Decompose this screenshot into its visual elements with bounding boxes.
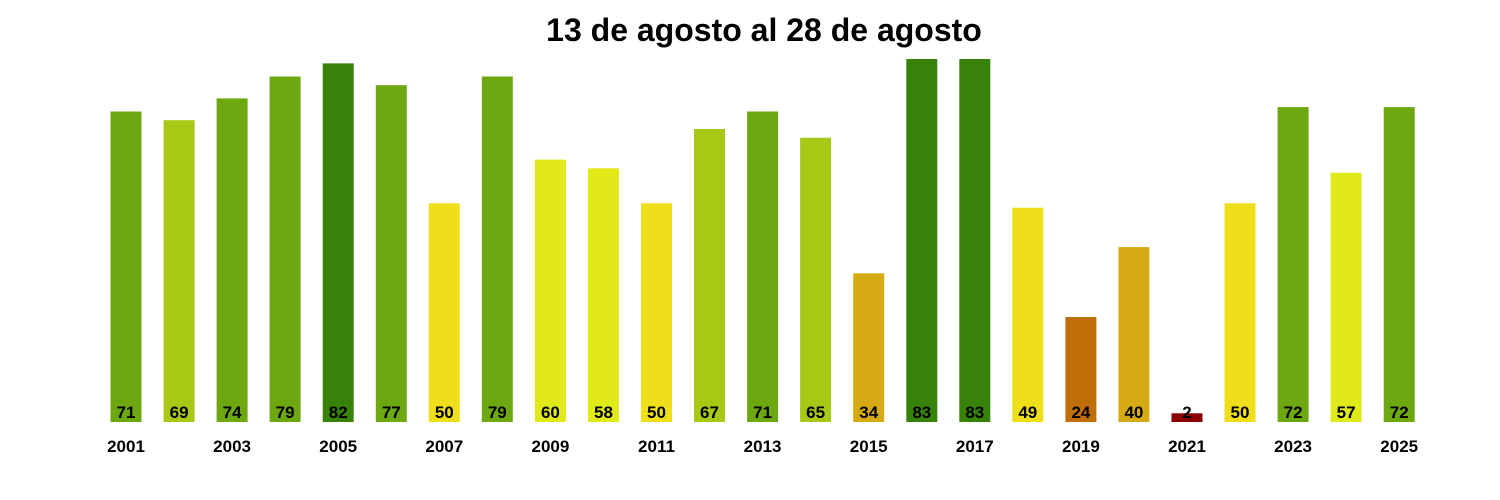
value-label-2020: 40	[1124, 403, 1143, 422]
bar-2004	[269, 76, 301, 422]
value-labels-layer: 71 69 74 79 82 77 50 79 60 58 50 67 71 65 34 83 83 49 24 40…	[117, 403, 1409, 422]
value-label-2024: 57	[1337, 403, 1356, 422]
x-tick-label-2015: 2015	[850, 437, 888, 456]
bar-2012	[694, 129, 725, 422]
value-label-2008: 79	[488, 403, 507, 422]
x-tick-label-2001: 2001	[107, 437, 145, 456]
bar-2016	[906, 59, 938, 422]
value-label-2012: 67	[700, 403, 719, 422]
bar-2015	[853, 273, 885, 422]
value-label-2003: 74	[223, 403, 242, 422]
x-tick-label-2003: 2003	[213, 437, 251, 456]
x-tick-label-2019: 2019	[1062, 437, 1100, 456]
value-label-2011: 50	[647, 403, 666, 422]
value-label-2021: 2	[1182, 403, 1191, 422]
x-tick-label-2007: 2007	[425, 437, 463, 456]
bars-layer	[110, 59, 1415, 423]
bar-2018	[1012, 207, 1044, 422]
value-label-2001: 71	[117, 403, 136, 422]
value-label-2017: 83	[965, 403, 984, 422]
x-tick-label-2011: 2011	[638, 437, 675, 456]
bar-2007	[428, 203, 460, 422]
value-label-2015: 34	[859, 403, 878, 422]
x-tick-label-2009: 2009	[531, 437, 569, 456]
bar-2009	[534, 159, 566, 422]
chart-title: 13 de agosto al 28 de agosto	[546, 12, 982, 48]
x-axis-tick-labels: 2001 2003 2005 2007 2009 2011 2013 2015 2017 2019…	[107, 437, 1418, 456]
value-label-2004: 79	[276, 403, 295, 422]
value-label-2022: 50	[1231, 403, 1250, 422]
x-tick-label-2017: 2017	[956, 437, 994, 456]
bar-2019	[1065, 317, 1097, 422]
bar-2013	[747, 111, 779, 422]
value-label-2016: 83	[912, 403, 931, 422]
value-label-2002: 69	[170, 403, 189, 422]
bar-2021	[1171, 413, 1203, 422]
value-label-2010: 58	[594, 403, 613, 422]
bar-2010	[588, 168, 619, 422]
bar-2014	[800, 137, 832, 422]
bar-2025	[1383, 107, 1415, 422]
value-label-2014: 65	[806, 403, 825, 422]
bar-2023	[1277, 107, 1309, 422]
bar-2006	[375, 85, 407, 422]
bar-2011	[641, 203, 672, 422]
value-label-2018: 49	[1018, 403, 1037, 422]
bar-2024	[1330, 172, 1362, 422]
value-label-2009: 60	[541, 403, 560, 422]
bar-2003	[216, 98, 248, 423]
bar-2020	[1118, 247, 1150, 422]
bar-2008	[481, 76, 513, 422]
value-label-2006: 77	[382, 403, 401, 422]
x-tick-label-2021: 2021	[1168, 437, 1206, 456]
bar-2001	[110, 111, 142, 422]
value-label-2013: 71	[753, 403, 772, 422]
value-label-2019: 24	[1071, 403, 1090, 422]
bar-2017	[959, 59, 991, 422]
value-label-2005: 82	[329, 403, 348, 422]
bar-2002	[163, 120, 195, 422]
bar-2005	[322, 63, 354, 423]
bar-2022	[1224, 203, 1256, 422]
value-label-2023: 72	[1284, 403, 1303, 422]
x-tick-label-2023: 2023	[1274, 437, 1312, 456]
x-tick-label-2013: 2013	[744, 437, 782, 456]
value-label-2007: 50	[435, 403, 454, 422]
x-tick-label-2025: 2025	[1380, 437, 1418, 456]
value-label-2025: 72	[1390, 403, 1409, 422]
x-tick-label-2005: 2005	[319, 437, 357, 456]
